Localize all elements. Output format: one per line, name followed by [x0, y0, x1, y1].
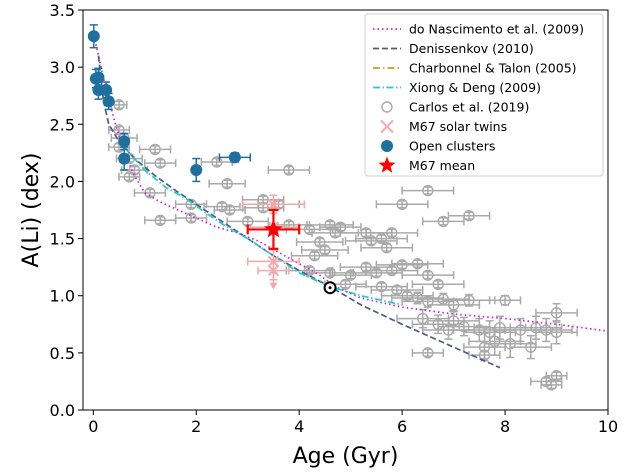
- legend-item-open-clusters: Open clusters: [381, 139, 495, 154]
- y-tick-label-5: 2.5: [50, 115, 75, 134]
- legend-item-do-nascimento-et-al-2009: do Nascimento et al. (2009): [373, 22, 584, 37]
- x-tick-label-6: 6: [397, 417, 407, 436]
- line-xiong-deng-2009: [123, 146, 403, 306]
- legend-label-open-clusters: Open clusters: [409, 139, 495, 154]
- carlos-point-30: [303, 264, 316, 277]
- carlos-point-27: [314, 236, 326, 248]
- series-open-clusters: [87, 24, 252, 183]
- legend-label-m67-mean: M67 mean: [409, 158, 475, 173]
- carlos-point-13: [221, 178, 233, 190]
- open-cluster-0: [87, 30, 100, 43]
- carlos-point-20: [257, 202, 269, 214]
- carlos-point-43: [411, 258, 424, 270]
- x-tick-label-8: 8: [500, 417, 510, 436]
- legend-swatch-m67-mean: [378, 156, 396, 173]
- legend-label-do-nascimento-et-al-2009: do Nascimento et al. (2009): [409, 22, 584, 37]
- legend-label-denissenkov-2010: Denissenkov (2010): [409, 41, 534, 56]
- x-axis-label: Age (Gyr): [293, 444, 399, 469]
- carlos-point-76: [422, 347, 434, 359]
- legend-label-m67-solar-twins: M67 solar twins: [409, 119, 507, 134]
- legend-label-carlos-et-al-2019: Carlos et al. (2019): [409, 100, 529, 115]
- carlos-point-24: [324, 219, 336, 231]
- carlos-point-42: [396, 259, 408, 271]
- open-cluster-5: [102, 95, 115, 108]
- carlos-point-69: [540, 324, 552, 336]
- carlos-point-80: [550, 370, 563, 382]
- open-cluster-8: [190, 164, 203, 176]
- open-cluster-4: [100, 84, 113, 96]
- legend-item-charbonnel-talon-2005: Charbonnel & Talon (2005): [373, 61, 577, 76]
- x-tick-label-10: 10: [598, 417, 618, 436]
- legend-item-denissenkov-2010: Denissenkov (2010): [373, 41, 534, 56]
- carlos-point-0: [113, 99, 125, 111]
- m67-twin-limit-arrow-head: [269, 282, 278, 290]
- y-tick-label-1: 0.5: [50, 344, 75, 363]
- carlos-point-6: [123, 171, 136, 183]
- carlos-point-52: [463, 210, 475, 222]
- carlos-point-49: [396, 198, 408, 210]
- y-tick-label-4: 2.0: [50, 172, 75, 191]
- carlos-point-18: [283, 164, 295, 176]
- open-cluster-9: [228, 151, 241, 164]
- carlos-point-12: [211, 156, 223, 168]
- legend-swatch-carlos-et-al-2019: [381, 101, 393, 113]
- carlos-point-57: [463, 294, 475, 306]
- x-tick-label-0: 0: [88, 417, 98, 436]
- carlos-point-8: [154, 157, 166, 169]
- legend-item-carlos-et-al-2019: Carlos et al. (2019): [381, 100, 529, 115]
- carlos-point-79: [545, 379, 558, 391]
- y-tick-label-0: 0.0: [50, 401, 75, 420]
- carlos-point-15: [223, 204, 236, 216]
- x-tick-label-2: 2: [191, 417, 201, 436]
- carlos-point-50: [422, 184, 434, 197]
- carlos-point-66: [499, 294, 511, 306]
- series-xiong-deng-2009: [123, 146, 403, 306]
- carlos-point-1: [113, 124, 125, 136]
- carlos-point-47: [422, 269, 434, 281]
- legend-swatch-open-clusters: [381, 140, 393, 152]
- carlos-point-71: [550, 307, 563, 319]
- y-tick-label-2: 1.0: [50, 287, 75, 306]
- legend-item-xiong-deng-2009: Xiong & Deng (2009): [373, 80, 541, 95]
- legend-swatch-m67-solar-twins: [380, 119, 394, 134]
- sun-symbol-dot: [328, 286, 332, 290]
- m67-twin-3: [267, 264, 280, 277]
- x-tick-label-4: 4: [294, 417, 304, 436]
- carlos-point-70: [550, 326, 563, 338]
- carlos-point-75: [525, 341, 537, 353]
- open-cluster-6: [118, 135, 131, 148]
- legend-box: [364, 13, 604, 177]
- legend-label-xiong-deng-2009: Xiong & Deng (2009): [409, 80, 541, 95]
- legend-label-charbonnel-talon-2005: Charbonnel & Talon (2005): [409, 61, 577, 76]
- legend-item-m67-solar-twins: M67 solar twins: [380, 119, 507, 134]
- carlos-point-10: [154, 214, 166, 226]
- carlos-point-33: [339, 278, 352, 290]
- carlos-point-48: [432, 278, 444, 290]
- series-m67-mean: [246, 208, 301, 250]
- carlos-point-29: [308, 250, 321, 262]
- carlos-point-38: [380, 242, 393, 254]
- y-tick-label-3: 1.5: [50, 230, 75, 249]
- sun-marker: [323, 281, 337, 295]
- carlos-point-35: [365, 235, 377, 247]
- carlos-point-51: [437, 215, 449, 228]
- carlos-point-44: [375, 280, 388, 293]
- y-axis-label: A(Li) (dex): [19, 153, 44, 268]
- carlos-point-9: [144, 187, 156, 199]
- carlos-point-16: [185, 212, 197, 224]
- open-cluster-7: [118, 152, 131, 165]
- m67-mean-star-0: [263, 219, 283, 238]
- plot-frame: [82, 9, 609, 411]
- y-tick-label-7: 3.5: [50, 1, 75, 20]
- y-tick-label-6: 3.0: [50, 58, 75, 77]
- legend-item-m67-mean: M67 mean: [378, 156, 475, 173]
- carlos-point-7: [149, 143, 161, 156]
- carlos-point-37: [386, 227, 398, 239]
